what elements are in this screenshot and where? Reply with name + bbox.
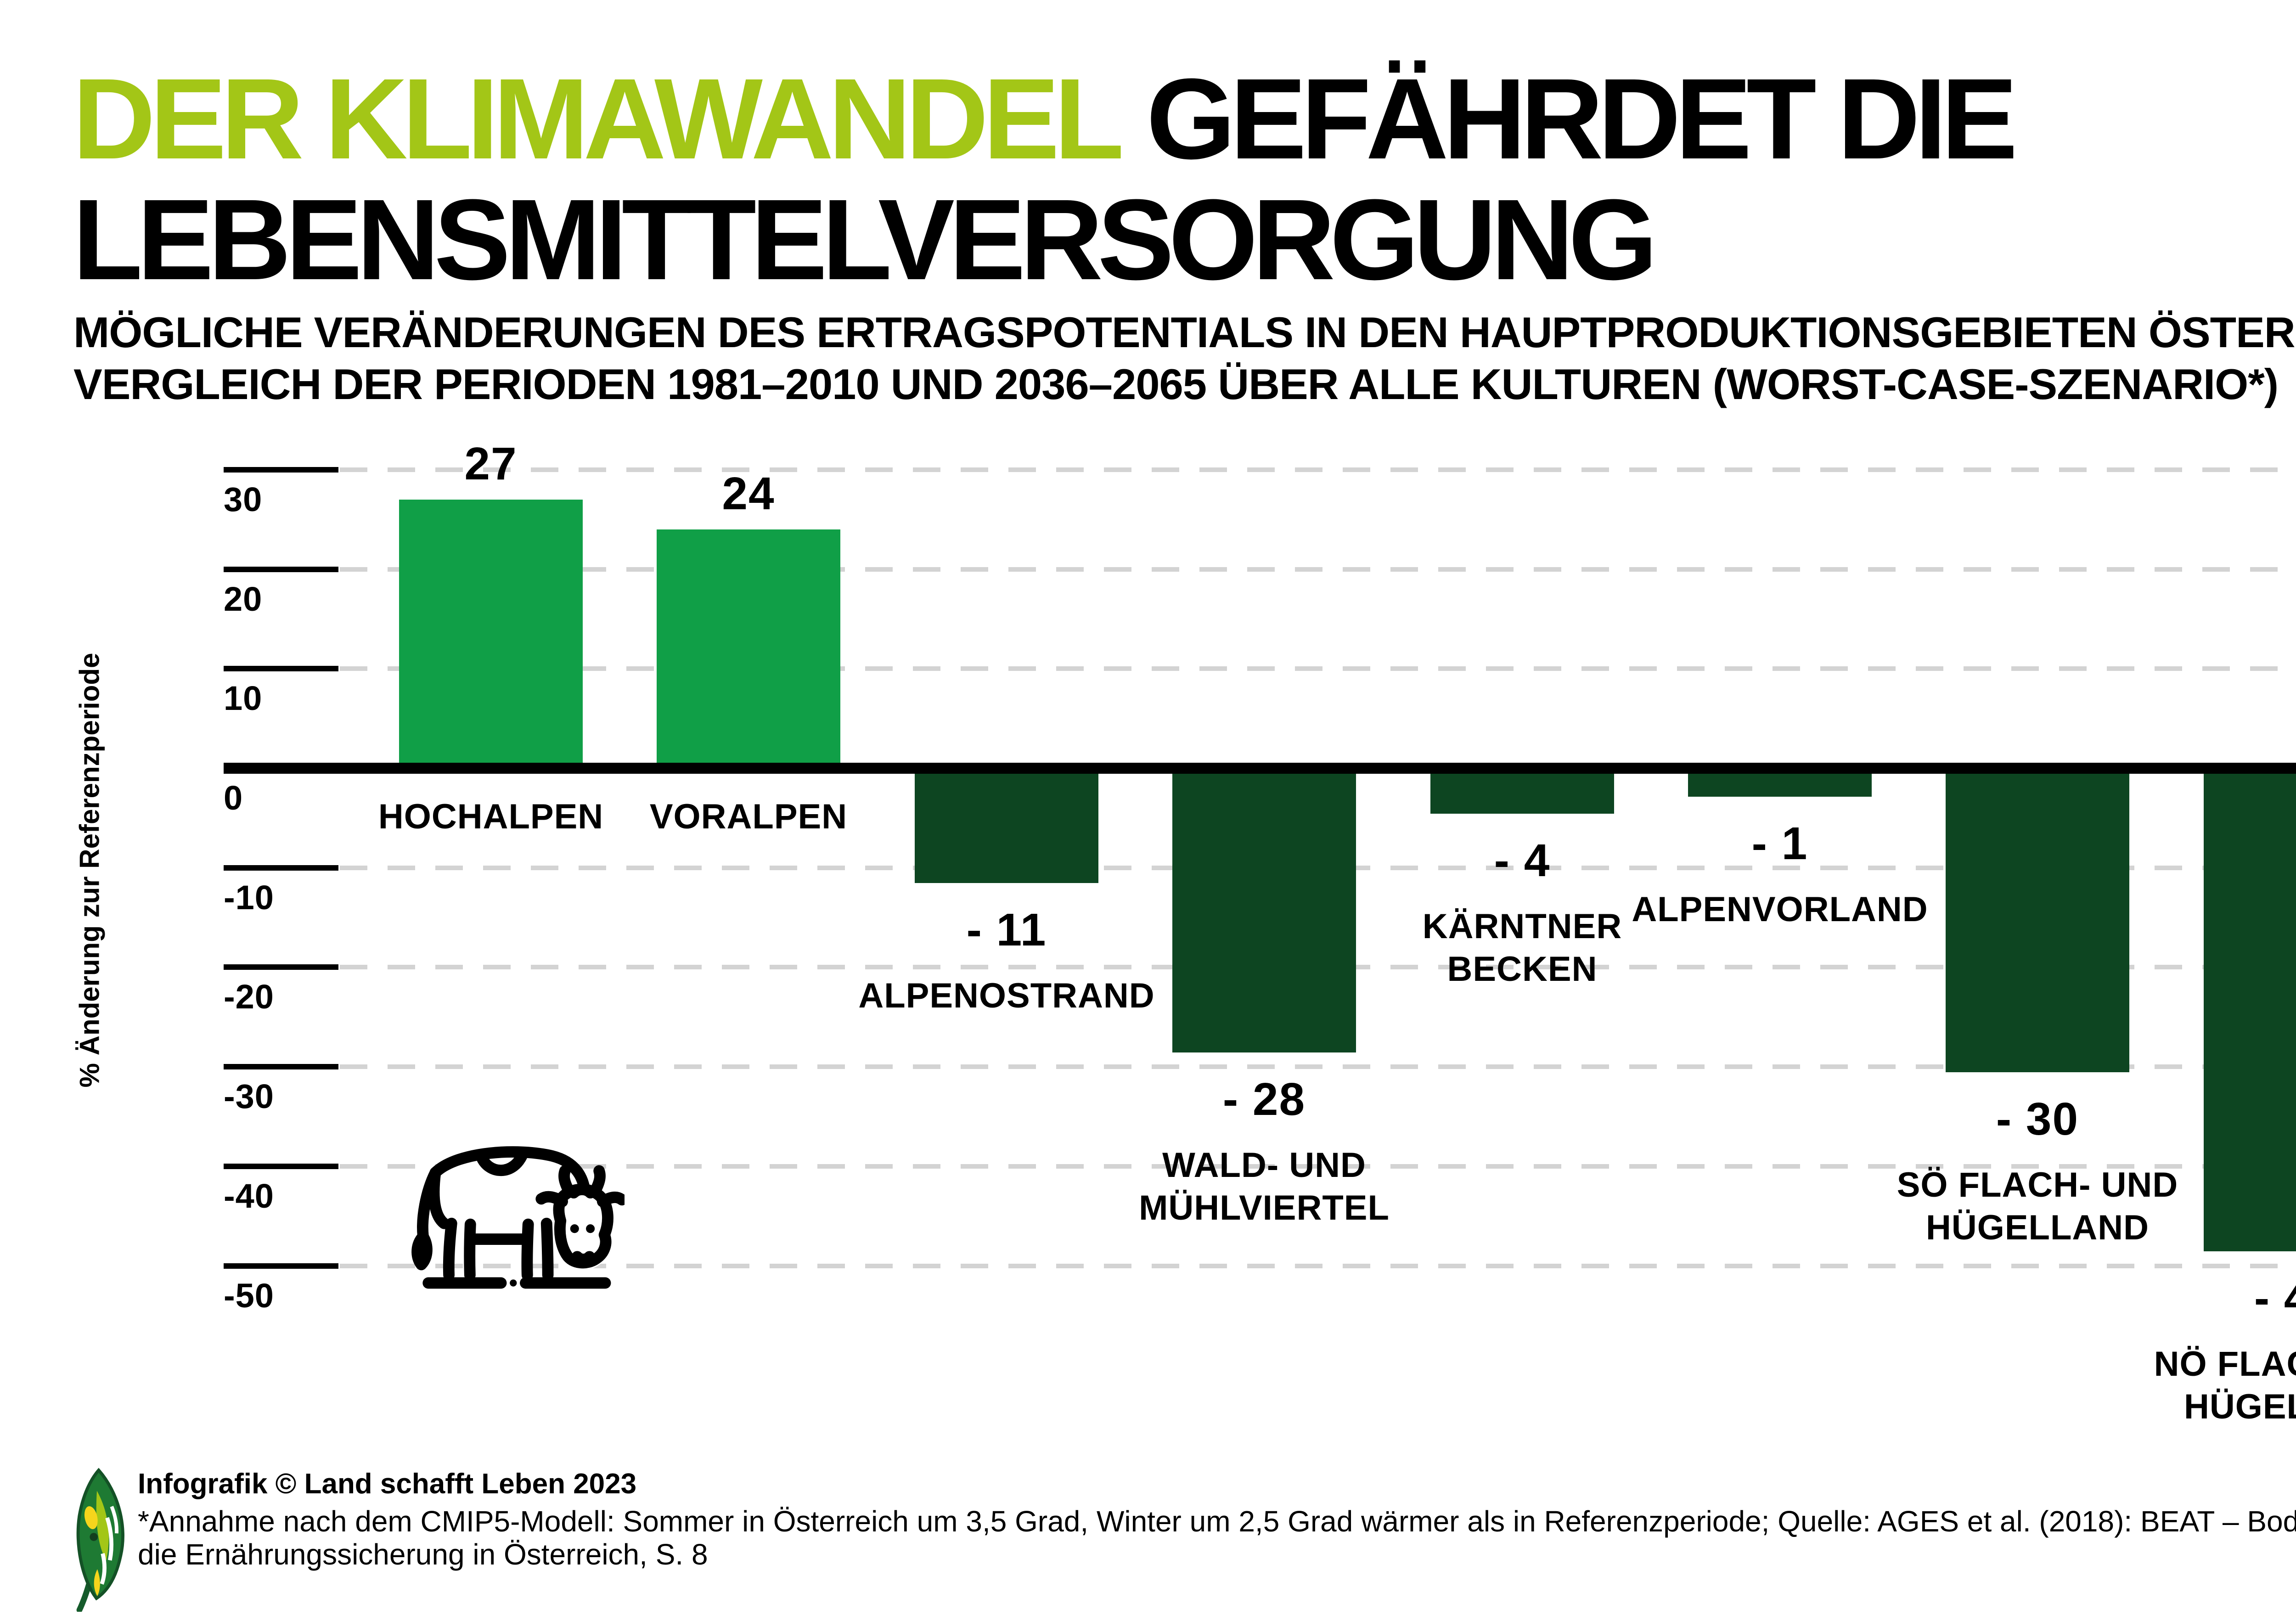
gridline	[340, 666, 2296, 671]
bar-category-label: KÄRNTNER BECKEN	[1343, 906, 1701, 990]
chart-subtitle-line1: MÖGLICHE VERÄNDERUNGEN DES ERTRAGSPOTENT…	[73, 308, 2296, 356]
bar-category-line: WALD- UND	[1162, 1146, 1366, 1185]
y-axis-tick	[224, 865, 338, 871]
gridline	[340, 567, 2296, 572]
gridline	[340, 1064, 2296, 1069]
page-title-black: GEFÄHRDET DIE	[1146, 55, 2018, 183]
leaf-logo	[54, 1464, 140, 1614]
bar-category-line: VORALPEN	[649, 797, 848, 836]
bar-category-line: SÖ FLACH- UND	[1896, 1165, 2178, 1204]
chart-subtitle-line2: VERGLEICH DER PERIODEN 1981–2010 UND 203…	[73, 360, 2279, 408]
y-axis-tick	[224, 1163, 338, 1169]
bar-category-line: KÄRNTNER	[1422, 907, 1622, 946]
bar-category-line: BECKEN	[1447, 949, 1598, 989]
bar-value-label: - 28	[1222, 1074, 1306, 1125]
bar-value-label: - 4	[1494, 835, 1551, 886]
bar-value-label: 27	[464, 438, 518, 490]
chart-subtitle: MÖGLICHE VERÄNDERUNGEN DES ERTRAGSPOTENT…	[73, 307, 2296, 411]
gridline	[340, 1263, 2296, 1268]
bar-category-label: ALPENOSTRAND	[827, 975, 1186, 1018]
bar-value-label: - 1	[1751, 818, 1808, 869]
bar-7	[1946, 763, 2129, 1072]
bar-value-label: - 48	[2254, 1272, 2296, 1324]
bar-category-label: SÖ FLACH- UND HÜGELLAND	[1858, 1164, 2217, 1249]
y-tick-label: -30	[224, 1077, 274, 1116]
y-axis-tick	[224, 566, 338, 572]
footnote-line1: *Annahme nach dem CMIP5-Modell: Sommer i…	[138, 1505, 2296, 1538]
bar-value-label: 24	[722, 468, 775, 519]
y-axis-tick	[224, 666, 338, 672]
gridline	[340, 1164, 2296, 1169]
bar-category-line: HOCHALPEN	[378, 797, 604, 836]
y-tick-label: 10	[224, 679, 263, 718]
bar-category-line: NÖ FLACH- UND	[2154, 1345, 2296, 1384]
bar-category-line: HÜGELLAND	[2183, 1387, 2296, 1426]
bar-2	[657, 529, 840, 774]
gridline	[340, 467, 2296, 472]
bar-3	[915, 763, 1098, 883]
bar-category-line: ALPENVORLAND	[1632, 890, 1928, 929]
bar-4	[1172, 763, 1356, 1052]
y-tick-label: -50	[224, 1276, 274, 1315]
y-tick-label: -20	[224, 978, 274, 1016]
page-title-line1: DER KLIMAWANDEL GEFÄHRDET DIE	[73, 58, 2018, 180]
cow-icon	[388, 1131, 628, 1297]
y-tick-label: -40	[224, 1176, 274, 1215]
y-tick-label: -10	[224, 878, 274, 917]
credit-line: Infografik © Land schafft Leben 2023	[138, 1468, 637, 1500]
bar-category-line: HÜGELLAND	[1925, 1208, 2150, 1247]
footnote-line2: die Ernährungssicherung in Österreich, S…	[138, 1537, 708, 1571]
y-tick-label: 0	[224, 779, 243, 817]
y-axis-tick	[224, 964, 338, 970]
bar-category-label: WALD- UND MÜHLVIERTEL	[1085, 1144, 1443, 1229]
bar-category-label: VORALPEN	[569, 796, 928, 838]
bar-1	[399, 500, 583, 774]
page-title: DER KLIMAWANDEL GEFÄHRDET DIE LEBENSMITTE…	[73, 58, 2018, 304]
y-tick-label: 30	[224, 480, 263, 518]
bar-value-label: - 11	[966, 904, 1047, 956]
bar-category-line: MÜHLVIERTEL	[1139, 1188, 1390, 1227]
x-axis-zero-line	[224, 763, 2296, 774]
bar-value-label: - 30	[1996, 1093, 2079, 1145]
footnote: *Annahme nach dem CMIP5-Modell: Sommer i…	[138, 1505, 2296, 1571]
bar-category-label: HOCHALPEN	[312, 796, 670, 838]
bar-8	[2204, 763, 2296, 1251]
page-title-line2: LEBENSMITTELVERSORGUNG	[73, 175, 1658, 304]
y-tick-label: 20	[224, 580, 263, 618]
bar-category-line: ALPENOSTRAND	[858, 976, 1155, 1015]
page-title-accent: DER KLIMAWANDEL	[73, 55, 1124, 183]
y-axis-tick	[224, 467, 338, 473]
y-axis-tick	[224, 1263, 338, 1269]
bar-category-label: ALPENVORLAND	[1601, 889, 1959, 931]
y-axis-tick	[224, 1064, 338, 1070]
y-axis-title: % Änderung zur Referenzperiode	[74, 653, 105, 1088]
